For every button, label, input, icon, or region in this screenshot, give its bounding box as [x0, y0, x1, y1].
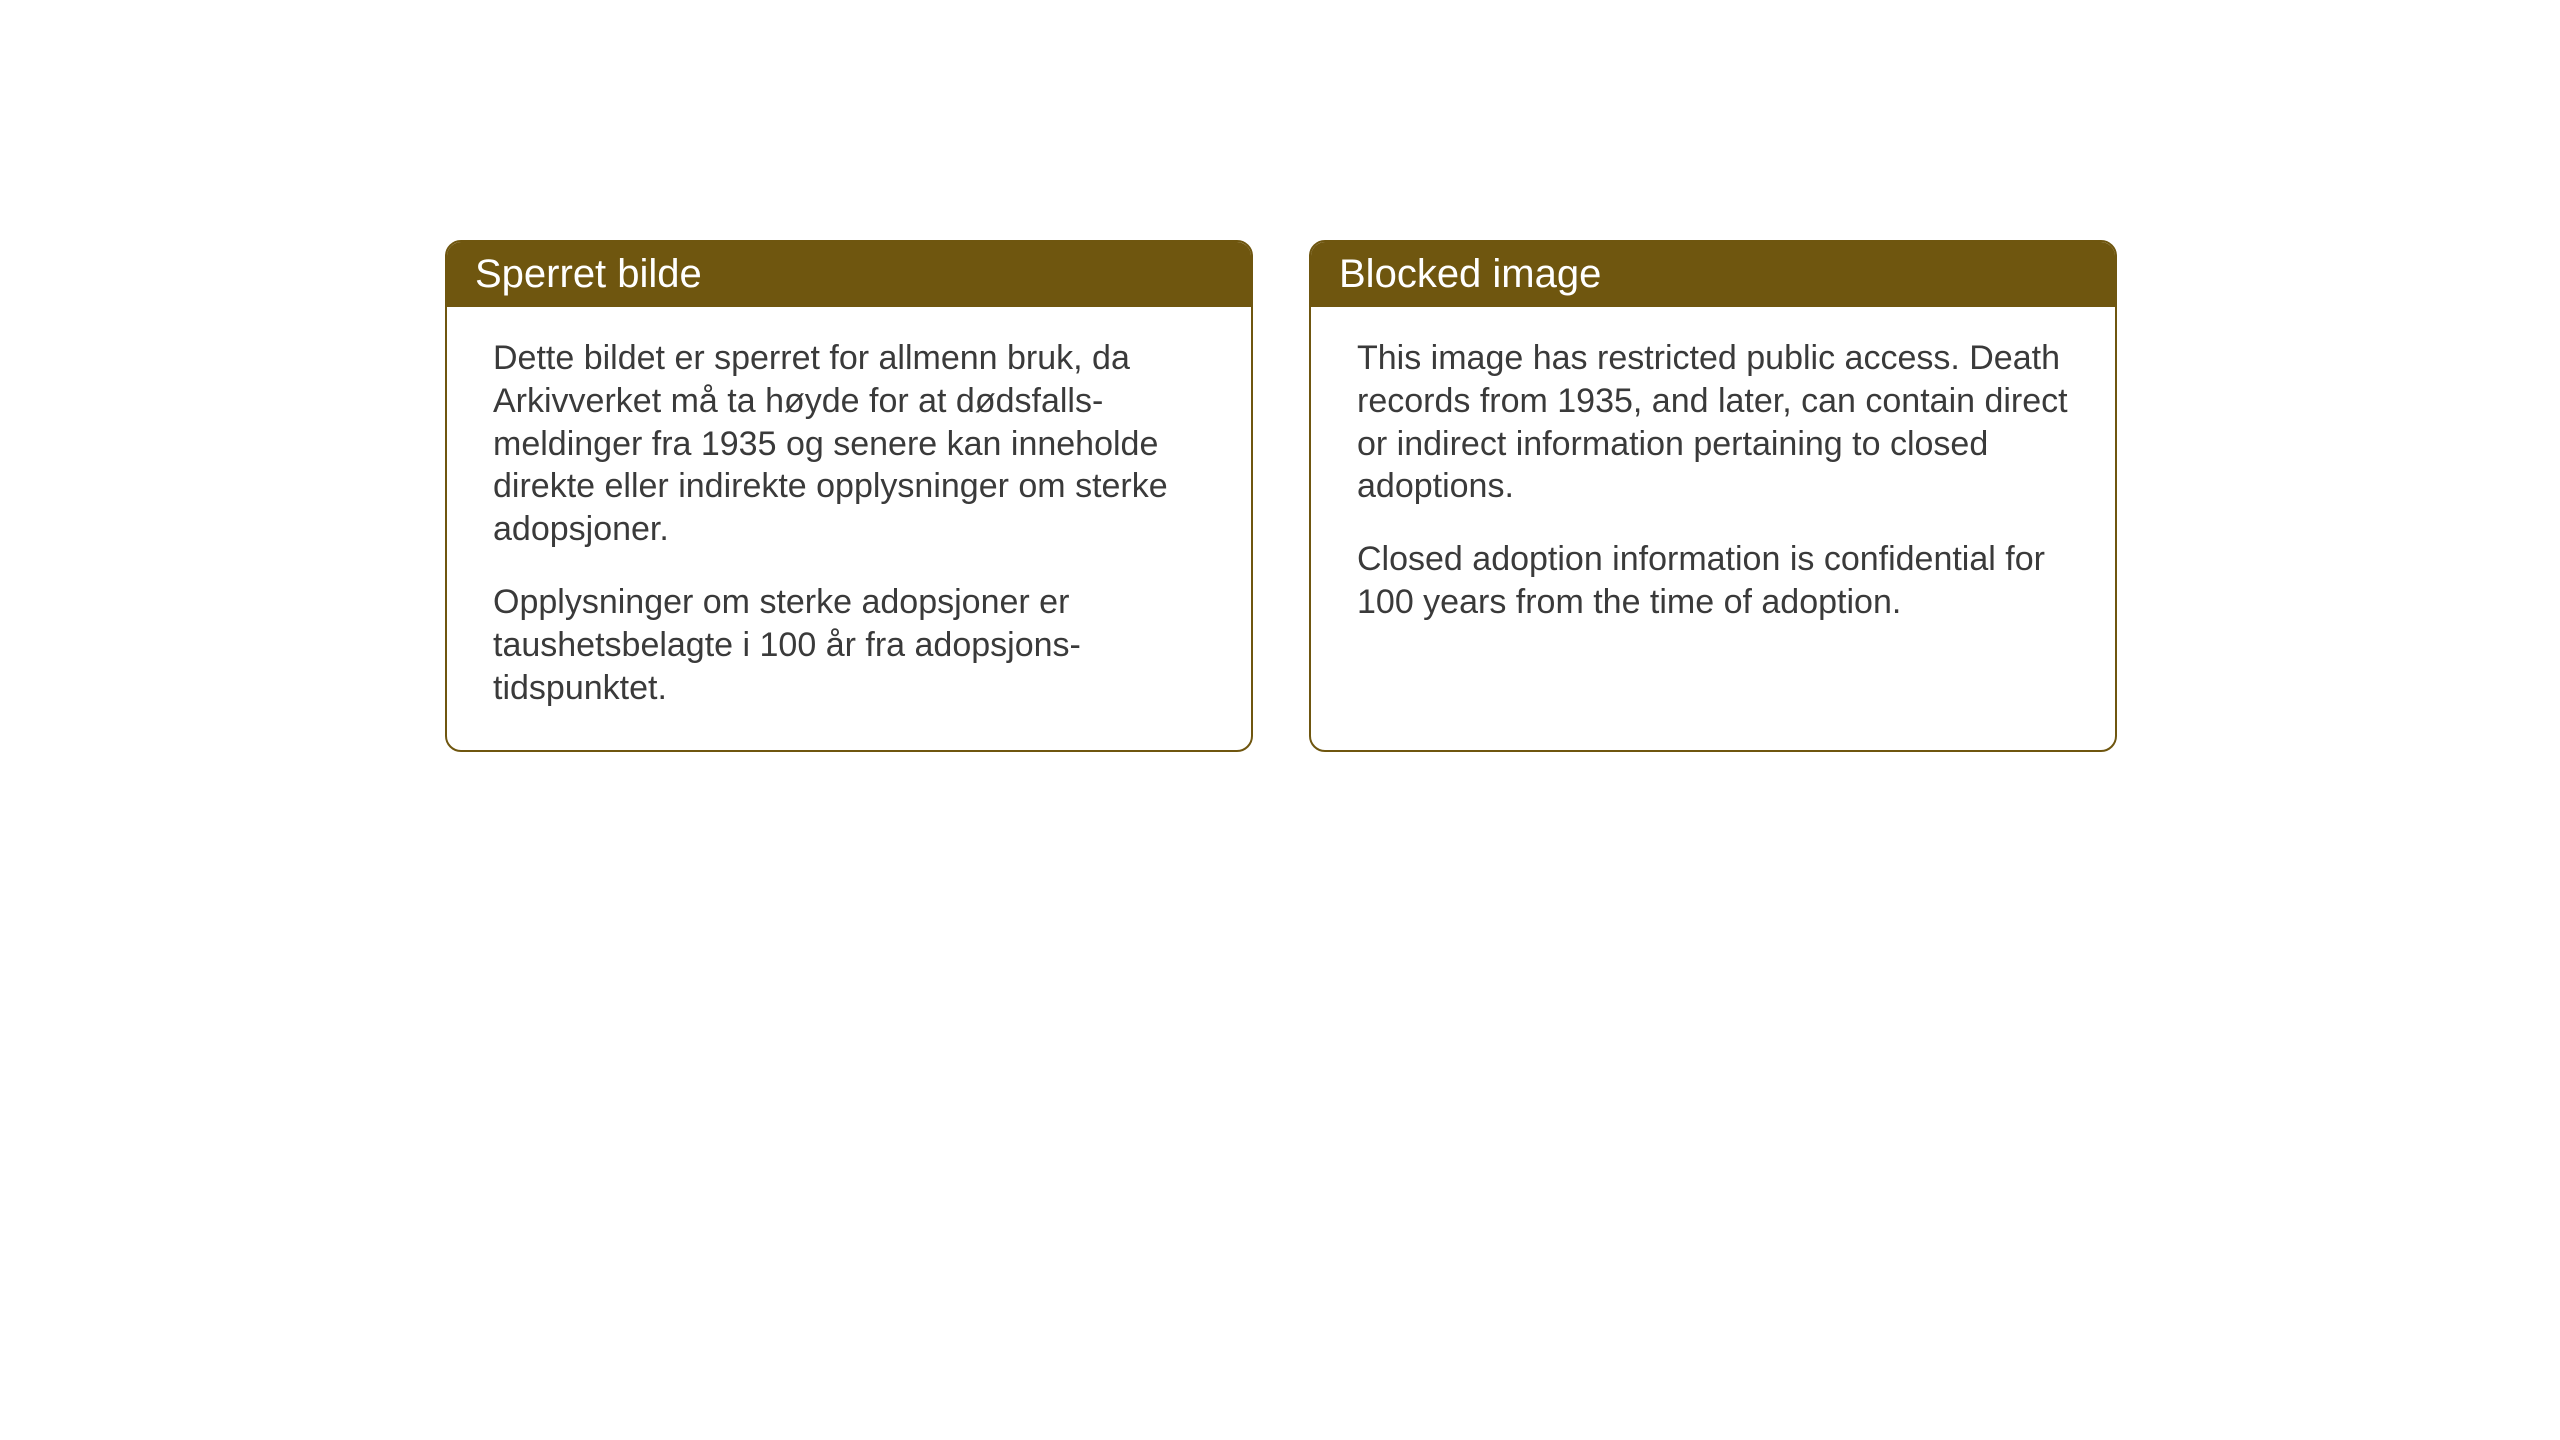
english-paragraph-2: Closed adoption information is confident…: [1357, 538, 2069, 624]
norwegian-card-title: Sperret bilde: [475, 252, 702, 296]
norwegian-message-card: Sperret bilde Dette bildet er sperret fo…: [445, 240, 1253, 752]
norwegian-card-header: Sperret bilde: [447, 242, 1251, 307]
english-card-title: Blocked image: [1339, 252, 1601, 296]
norwegian-card-body: Dette bildet er sperret for allmenn bruk…: [447, 307, 1251, 750]
message-container: Sperret bilde Dette bildet er sperret fo…: [445, 240, 2117, 752]
norwegian-paragraph-2: Opplysninger om sterke adopsjoner er tau…: [493, 581, 1205, 709]
english-message-card: Blocked image This image has restricted …: [1309, 240, 2117, 752]
english-paragraph-1: This image has restricted public access.…: [1357, 337, 2069, 508]
english-card-header: Blocked image: [1311, 242, 2115, 307]
english-card-body: This image has restricted public access.…: [1311, 307, 2115, 664]
norwegian-paragraph-1: Dette bildet er sperret for allmenn bruk…: [493, 337, 1205, 551]
